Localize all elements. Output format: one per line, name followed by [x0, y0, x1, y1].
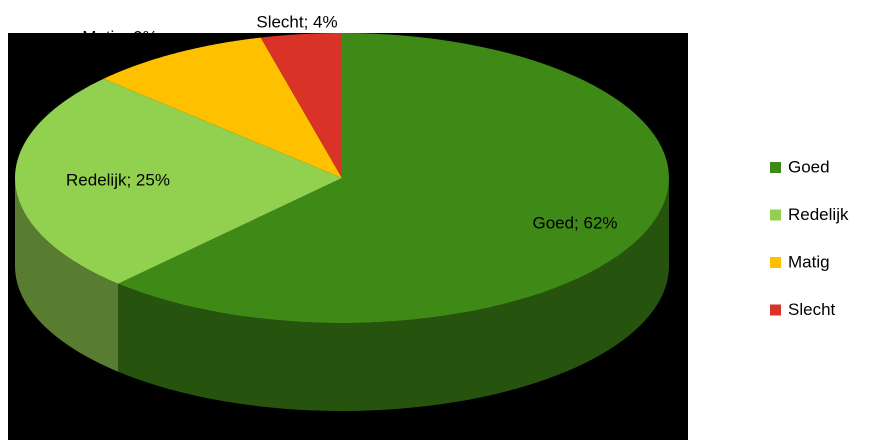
data-labels: Goed; 62%Redelijk; 25%Matig; 9%Slecht; 4… — [8, 12, 618, 232]
legend-label: Redelijk — [788, 205, 849, 224]
slice — [260, 33, 342, 178]
slice — [15, 78, 343, 284]
legend-label: Goed — [788, 157, 830, 176]
legend: Goed Redelijk Matig Slecht — [770, 157, 849, 319]
legend-swatch — [770, 162, 781, 173]
data-label: Redelijk; 25% — [66, 170, 170, 189]
legend-swatch — [770, 257, 781, 268]
legend-label: Slecht — [788, 300, 836, 319]
legend-swatch — [770, 209, 781, 221]
legend-label: Matig — [788, 252, 830, 271]
slice-side — [118, 178, 670, 411]
slice-side — [15, 178, 119, 372]
plot-edge — [8, 33, 228, 41]
legend-swatch — [770, 304, 781, 316]
pie — [15, 33, 670, 411]
data-label: Goed; 62% — [532, 213, 617, 232]
slice — [103, 37, 342, 178]
slice — [118, 33, 669, 323]
data-label: Slecht; 4% — [256, 12, 337, 31]
